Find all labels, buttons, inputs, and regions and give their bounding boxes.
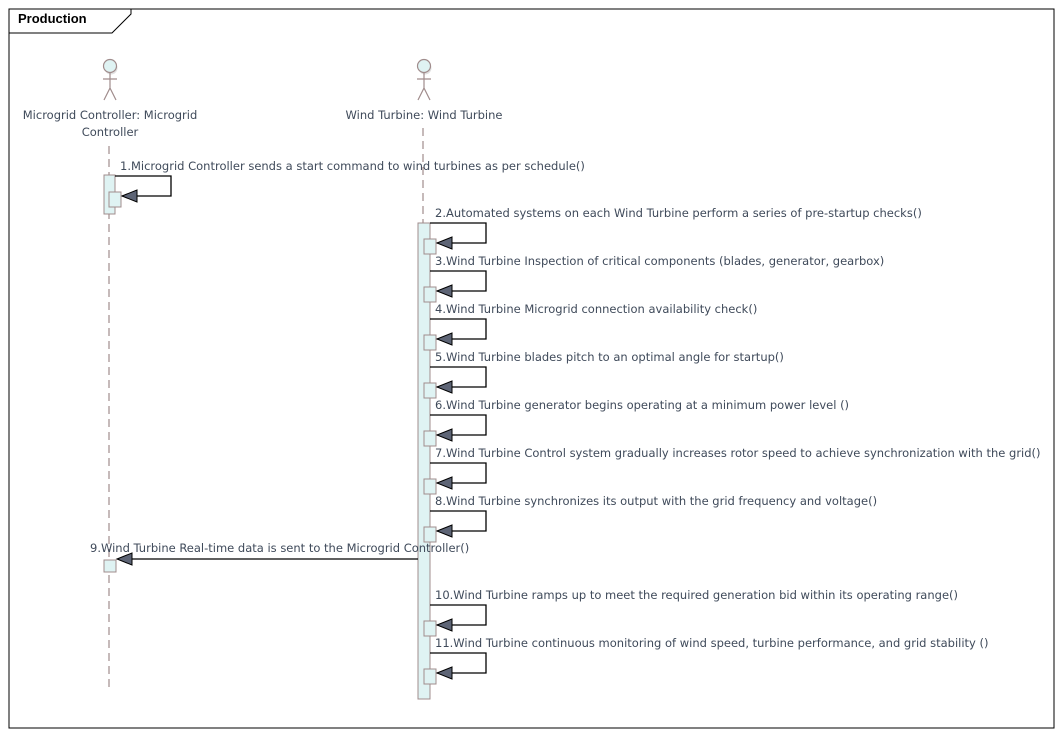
message-label: 7.Wind Turbine Control system gradually …	[435, 446, 1041, 460]
activation-box	[108, 191, 122, 208]
message-label: 4.Wind Turbine Microgrid connection avai…	[435, 302, 757, 316]
message-label: 5.Wind Turbine blades pitch to an optima…	[435, 350, 784, 364]
arrowhead-icon	[120, 189, 138, 203]
activation-box	[423, 430, 437, 447]
message-label: 11.Wind Turbine continuous monitoring of…	[435, 636, 988, 650]
message-line	[430, 462, 487, 484]
message-line	[430, 652, 487, 674]
activation-box	[423, 668, 437, 685]
message-6[interactable]: 6.Wind Turbine generator begins operatin…	[423, 398, 849, 447]
message-line	[115, 175, 172, 197]
message-line	[430, 414, 487, 436]
arrowhead-icon	[435, 380, 453, 394]
arrowhead-icon	[435, 666, 453, 680]
actor-body	[417, 73, 431, 101]
arrowhead-icon	[435, 428, 453, 442]
message-4[interactable]: 4.Wind Turbine Microgrid connection avai…	[423, 302, 757, 351]
actor-body	[103, 73, 117, 101]
message-line	[430, 318, 487, 340]
frame-tab	[9, 9, 132, 34]
message-5[interactable]: 5.Wind Turbine blades pitch to an optima…	[423, 350, 784, 399]
activation-box	[423, 382, 437, 399]
message-7[interactable]: 7.Wind Turbine Control system gradually …	[423, 446, 1041, 495]
lifeline-label: Microgrid Controller: Microgrid	[23, 108, 198, 122]
message-3[interactable]: 3.Wind Turbine Inspection of critical co…	[423, 254, 884, 303]
activation-box	[423, 526, 437, 543]
frame	[8, 8, 1055, 729]
activation-box	[103, 559, 117, 573]
arrowhead-icon	[435, 476, 453, 490]
message-label: 2.Automated systems on each Wind Turbine…	[435, 206, 922, 220]
message-9[interactable]: 9.Wind Turbine Real-time data is sent to…	[90, 541, 469, 573]
activation-box	[423, 238, 437, 255]
message-line	[430, 222, 487, 244]
arrowhead-icon	[435, 332, 453, 346]
message-label: 1.Microgrid Controller sends a start com…	[120, 159, 585, 173]
message-label: 3.Wind Turbine Inspection of critical co…	[435, 254, 884, 268]
arrowhead-icon	[115, 552, 133, 566]
message-1[interactable]: 1.Microgrid Controller sends a start com…	[108, 159, 585, 208]
message-label: 10.Wind Turbine ramps up to meet the req…	[435, 588, 958, 602]
message-2[interactable]: 2.Automated systems on each Wind Turbine…	[423, 206, 922, 255]
lifeline-label: Wind Turbine: Wind Turbine	[346, 108, 503, 122]
arrowhead-icon	[435, 618, 453, 632]
message-line	[430, 366, 487, 388]
message-label: 8.Wind Turbine synchronizes its output w…	[435, 494, 877, 508]
message-line	[430, 604, 487, 626]
activation-box	[423, 478, 437, 495]
activation-box	[423, 334, 437, 351]
actor-icon	[102, 58, 118, 74]
arrowhead-icon	[435, 524, 453, 538]
frame-title: Production	[18, 11, 87, 26]
lifeline-label: Controller	[82, 125, 139, 139]
activation-box	[423, 620, 437, 637]
activation-box	[423, 286, 437, 303]
message-10[interactable]: 10.Wind Turbine ramps up to meet the req…	[423, 588, 958, 637]
message-8[interactable]: 8.Wind Turbine synchronizes its output w…	[423, 494, 877, 543]
lifeline-mc[interactable]: Microgrid Controller: Microgrid Controlle…	[23, 58, 198, 691]
arrowhead-icon	[435, 284, 453, 298]
message-line	[430, 270, 487, 292]
actor-icon	[416, 58, 432, 74]
message-11[interactable]: 11.Wind Turbine continuous monitoring of…	[423, 636, 988, 685]
message-label: 9.Wind Turbine Real-time data is sent to…	[90, 541, 469, 555]
arrowhead-icon	[435, 236, 453, 250]
message-line	[430, 510, 487, 532]
message-label: 6.Wind Turbine generator begins operatin…	[435, 398, 849, 412]
